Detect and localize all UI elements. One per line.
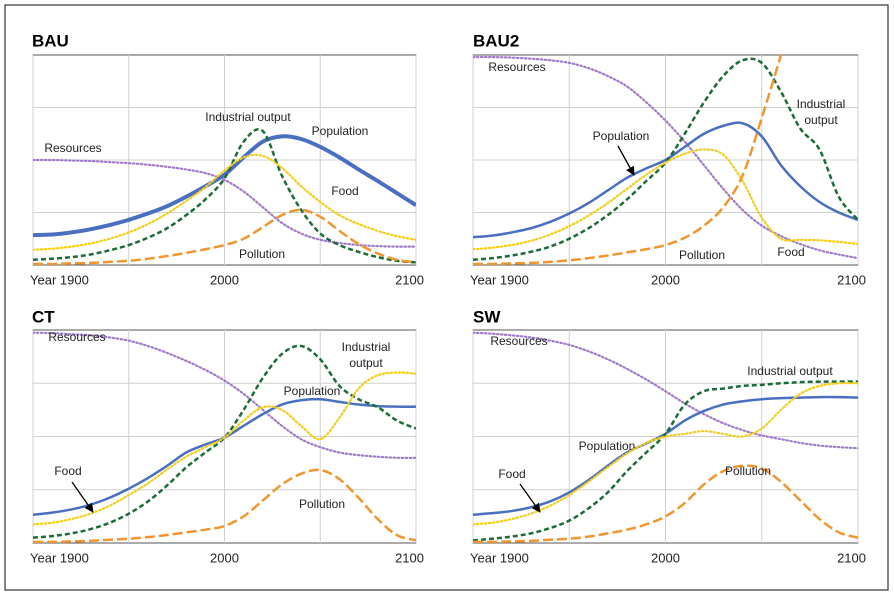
x-tick-label: 2100 — [395, 272, 424, 287]
series-label: Pollution — [239, 247, 285, 261]
series-label: Industrial output — [747, 364, 833, 378]
series-line — [33, 371, 416, 526]
panel: Year 1900 2000 2100 Resources Population Indu… — [30, 31, 424, 287]
x-tick-label: 2000 — [651, 272, 680, 287]
series-line — [473, 148, 858, 251]
series-label: Resources — [490, 334, 547, 348]
series-label: Resources — [488, 60, 545, 74]
series-label: Food — [777, 245, 804, 259]
series-label: Industrial output — [342, 340, 391, 370]
series-line — [473, 57, 858, 261]
x-tick-label: 2100 — [837, 272, 866, 287]
series-label: Food — [54, 464, 81, 478]
arrow — [519, 483, 541, 513]
panels: Year 1900 2000 2100ResourcesPopulationIndu… — [30, 31, 866, 565]
series-line — [473, 380, 858, 542]
series-line — [33, 208, 416, 265]
frame — [4, 4, 889, 591]
chart-title: CT — [32, 307, 55, 326]
series-line — [473, 54, 783, 265]
series-label: Resources — [48, 330, 105, 344]
x-tick-label: 2000 — [210, 272, 239, 287]
panel: Year 1900 2000 2100 Resources Population Indu… — [470, 31, 866, 287]
series-label: Population — [312, 124, 369, 138]
series-line — [33, 468, 416, 543]
x-tick-label: Year 1900 — [30, 272, 89, 287]
series-label: Resources — [44, 141, 101, 155]
chart-title: BAU — [32, 31, 69, 50]
series-label: Pollution — [299, 497, 345, 511]
series-line — [33, 134, 416, 238]
series-label: Pollution — [679, 248, 725, 262]
arrow — [617, 145, 635, 176]
series-line — [33, 331, 416, 459]
series-line — [473, 55, 858, 260]
series-line — [473, 331, 858, 450]
series-line — [33, 153, 416, 251]
x-tick-label: Year 1900 — [30, 550, 89, 565]
series-label: Pollution — [725, 464, 771, 478]
x-tick-label: Year 1900 — [470, 550, 529, 565]
series-line — [33, 158, 416, 248]
x-tick-label: 2100 — [395, 550, 424, 565]
series-label: Population — [579, 439, 636, 453]
x-tick-label: Year 1900 — [470, 272, 529, 287]
chart-title: SW — [473, 307, 501, 326]
series-label: Food — [498, 467, 525, 481]
x-tick-label: 2100 — [837, 550, 866, 565]
series-label: Population — [593, 129, 650, 143]
arrow — [71, 481, 94, 513]
x-tick-label: 2000 — [651, 550, 680, 565]
series-label: Industrial output — [797, 97, 846, 127]
x-tick-label: 2000 — [210, 550, 239, 565]
series-label: Population — [284, 384, 341, 398]
panel: Year 1900 2000 2100 Resources PopulationIndu… — [30, 307, 424, 565]
panel: Year 1900 2000 2100 Resources Population Indu… — [470, 307, 866, 565]
chart-title: BAU2 — [473, 31, 519, 50]
series-label: Food — [331, 184, 358, 198]
series-line — [473, 121, 858, 239]
series-label: Industrial output — [205, 110, 291, 124]
series-line — [473, 464, 858, 543]
